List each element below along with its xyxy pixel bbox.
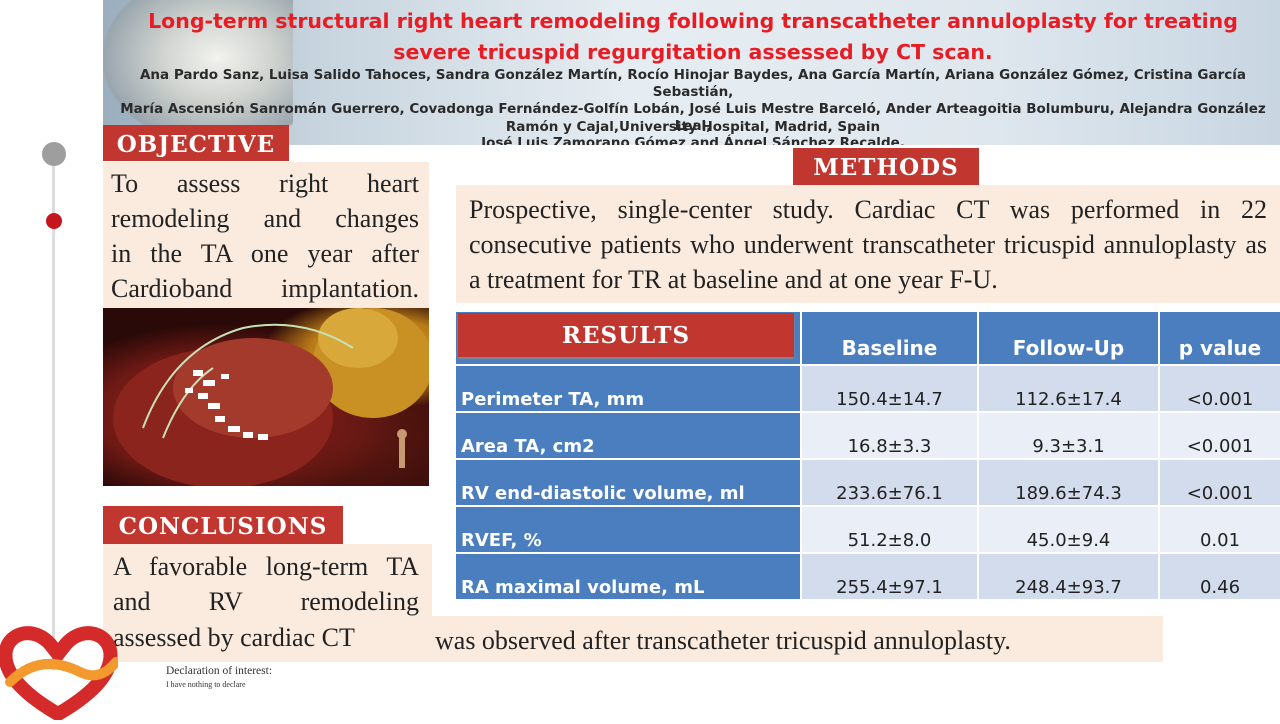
- timeline-dot-gray: [42, 142, 66, 166]
- timeline-line: [52, 150, 55, 670]
- cell-pvalue: 0.46: [1160, 554, 1280, 599]
- objective-heading: OBJECTIVE: [103, 125, 289, 161]
- cell-pvalue: <0.001: [1160, 460, 1280, 505]
- cell-pvalue: <0.001: [1160, 366, 1280, 411]
- column-header-baseline: Baseline: [802, 312, 977, 364]
- column-header-followup: Follow-Up: [979, 312, 1158, 364]
- objective-line: in the TA one year after: [111, 239, 419, 268]
- cell-baseline: 233.6±76.1: [802, 460, 977, 505]
- cell-pvalue: <0.001: [1160, 413, 1280, 458]
- table-row: Area TA, cm2 16.8±3.3 9.3±3.1 <0.001: [456, 413, 1280, 458]
- methods-box: [456, 185, 1280, 303]
- objective-line: Cardioband implantation.: [111, 274, 419, 303]
- authors-line: Ana Pardo Sanz, Luisa Salido Tahoces, Sa…: [139, 67, 1247, 100]
- conclusions-line: A favorable long-term TA: [113, 552, 419, 581]
- methods-heading: METHODS: [793, 148, 979, 185]
- header-banner: Long-term structural right heart remodel…: [103, 0, 1280, 145]
- table-row: Perimeter TA, mm 150.4±14.7 112.6±17.4 <0.0…: [456, 366, 1280, 411]
- authors-line: María Ascensión Sanromán Guerrero, Covad…: [120, 101, 1266, 134]
- affiliation: Ramón y Cajal,University Hospital, Madri…: [505, 119, 881, 135]
- objective-box: [103, 162, 429, 308]
- cardiac-ct-image: [103, 308, 429, 486]
- cell-followup: 189.6±74.3: [979, 460, 1158, 505]
- conclusions-box: [103, 544, 432, 662]
- row-label: Perimeter TA, mm: [456, 366, 800, 411]
- results-rows: Perimeter TA, mm 150.4±14.7 112.6±17.4 <0.0…: [456, 366, 1280, 602]
- conclusions-box-extension: [432, 616, 1163, 662]
- poster-title: Long-term structural right heart remodel…: [148, 9, 1238, 64]
- cell-followup: 248.4±93.7: [979, 554, 1158, 599]
- objective-text: To assess right heart remodeling and cha…: [111, 166, 419, 306]
- declaration-text: I have nothing to declare: [166, 680, 246, 689]
- row-label: RV end-diastolic volume, ml: [456, 460, 800, 505]
- cell-baseline: 16.8±3.3: [802, 413, 977, 458]
- row-label: RVEF, %: [456, 507, 800, 552]
- table-row: RV end-diastolic volume, ml 233.6±76.1 189…: [456, 460, 1280, 505]
- cell-followup: 45.0±9.4: [979, 507, 1158, 552]
- table-row: RA maximal volume, mL 255.4±97.1 248.4±93.…: [456, 554, 1280, 599]
- cell-pvalue: 0.01: [1160, 507, 1280, 552]
- conclusions-heading: CONCLUSIONS: [103, 506, 343, 544]
- results-heading: RESULTS: [458, 313, 794, 357]
- cell-baseline: 51.2±8.0: [802, 507, 977, 552]
- row-label: Area TA, cm2: [456, 413, 800, 458]
- authors-line: José Luis Zamorano Gómez and Ángel Sánch…: [481, 135, 905, 145]
- cell-baseline: 255.4±97.1: [802, 554, 977, 599]
- heart-ribbon-logo: [0, 622, 121, 723]
- table-row: RVEF, % 51.2±8.0 45.0±9.4 0.01: [456, 507, 1280, 552]
- timeline-dot-red: [46, 213, 62, 229]
- cell-baseline: 150.4±14.7: [802, 366, 977, 411]
- author-list: Ana Pardo Sanz, Luisa Salido Tahoces, Sa…: [113, 67, 1273, 145]
- conclusions-text: A favorable long-term TA and RV remodeli…: [113, 549, 419, 619]
- ct-render-illustration: [113, 308, 429, 486]
- methods-text: Prospective, single-center study. Cardia…: [469, 195, 1267, 294]
- column-header-pvalue: p value: [1160, 312, 1280, 364]
- cell-followup: 9.3±3.1: [979, 413, 1158, 458]
- heart-ribbon-icon: [0, 626, 121, 723]
- conclusions-line: and RV remodeling: [113, 587, 419, 616]
- row-label: RA maximal volume, mL: [456, 554, 800, 599]
- cell-followup: 112.6±17.4: [979, 366, 1158, 411]
- statue-background-image: [103, 0, 293, 145]
- objective-line: To assess right heart: [111, 169, 419, 198]
- objective-line: remodeling and changes: [111, 204, 419, 233]
- conclusions-line: assessed by cardiac CT: [113, 623, 355, 652]
- conclusions-line: was observed after transcatheter tricusp…: [435, 626, 1011, 655]
- declaration-title: Declaration of interest:: [166, 665, 273, 677]
